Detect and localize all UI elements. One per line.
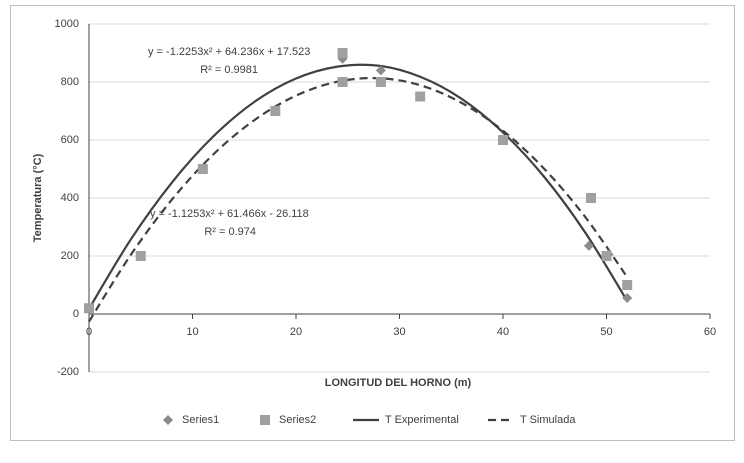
square-marker <box>622 280 633 290</box>
diamond-marker <box>583 240 594 251</box>
legend-label: Series1 <box>182 414 219 426</box>
x-axis-title: LONGITUD DEL HORNO (m) <box>325 377 472 389</box>
square-marker <box>260 415 270 425</box>
square-marker <box>197 164 208 174</box>
square-marker <box>375 77 386 87</box>
y-tick-label: 600 <box>61 134 79 146</box>
x-tick-label: 60 <box>704 326 716 338</box>
legend-label: T Simulada <box>520 414 576 426</box>
square-marker <box>337 48 348 58</box>
square-marker <box>601 251 612 261</box>
square-marker <box>135 251 146 261</box>
legend-label: T Experimental <box>385 414 459 426</box>
y-tick-label: 400 <box>61 192 79 204</box>
y-tick-label: 800 <box>61 76 79 88</box>
square-marker <box>84 303 94 314</box>
legend-item: T Simulada <box>488 414 576 426</box>
square-marker <box>270 106 281 116</box>
trend-line <box>88 63 629 310</box>
y-tick-label: 0 <box>73 308 79 320</box>
x-tick-label: 40 <box>497 326 509 338</box>
x-tick-label: 30 <box>393 326 405 338</box>
square-marker <box>585 193 596 203</box>
y-tick-label: -200 <box>57 366 79 378</box>
y-axis-title: Temperatura (°C) <box>32 153 44 242</box>
legend-label: Series2 <box>279 414 316 426</box>
square-marker <box>337 77 348 87</box>
trendline-equation: y = -1.2253x² + 64.236x + 17.523 <box>148 46 310 58</box>
x-tick-label: 50 <box>600 326 612 338</box>
diamond-marker <box>163 415 173 425</box>
diamond-marker <box>622 293 633 304</box>
x-tick-label: 10 <box>186 326 198 338</box>
legend-item: T Experimental <box>353 414 459 426</box>
y-tick-label: 1000 <box>55 18 79 30</box>
trend-line <box>88 76 629 323</box>
y-tick-label: 200 <box>61 250 79 262</box>
diamond-marker <box>375 65 386 76</box>
chart-frame <box>10 5 735 441</box>
trendline-equation: R² = 0.9981 <box>200 64 258 76</box>
square-marker <box>498 135 508 145</box>
x-tick-label: 20 <box>290 326 302 338</box>
trendline-equation: R² = 0.974 <box>204 226 256 238</box>
square-marker <box>415 91 426 102</box>
legend-item: Series2 <box>260 414 316 426</box>
trendline-equation: y = -1.1253x² + 61.466x - 26.118 <box>150 208 309 220</box>
legend-item: Series1 <box>163 414 219 426</box>
x-tick-label: 0 <box>86 326 92 338</box>
